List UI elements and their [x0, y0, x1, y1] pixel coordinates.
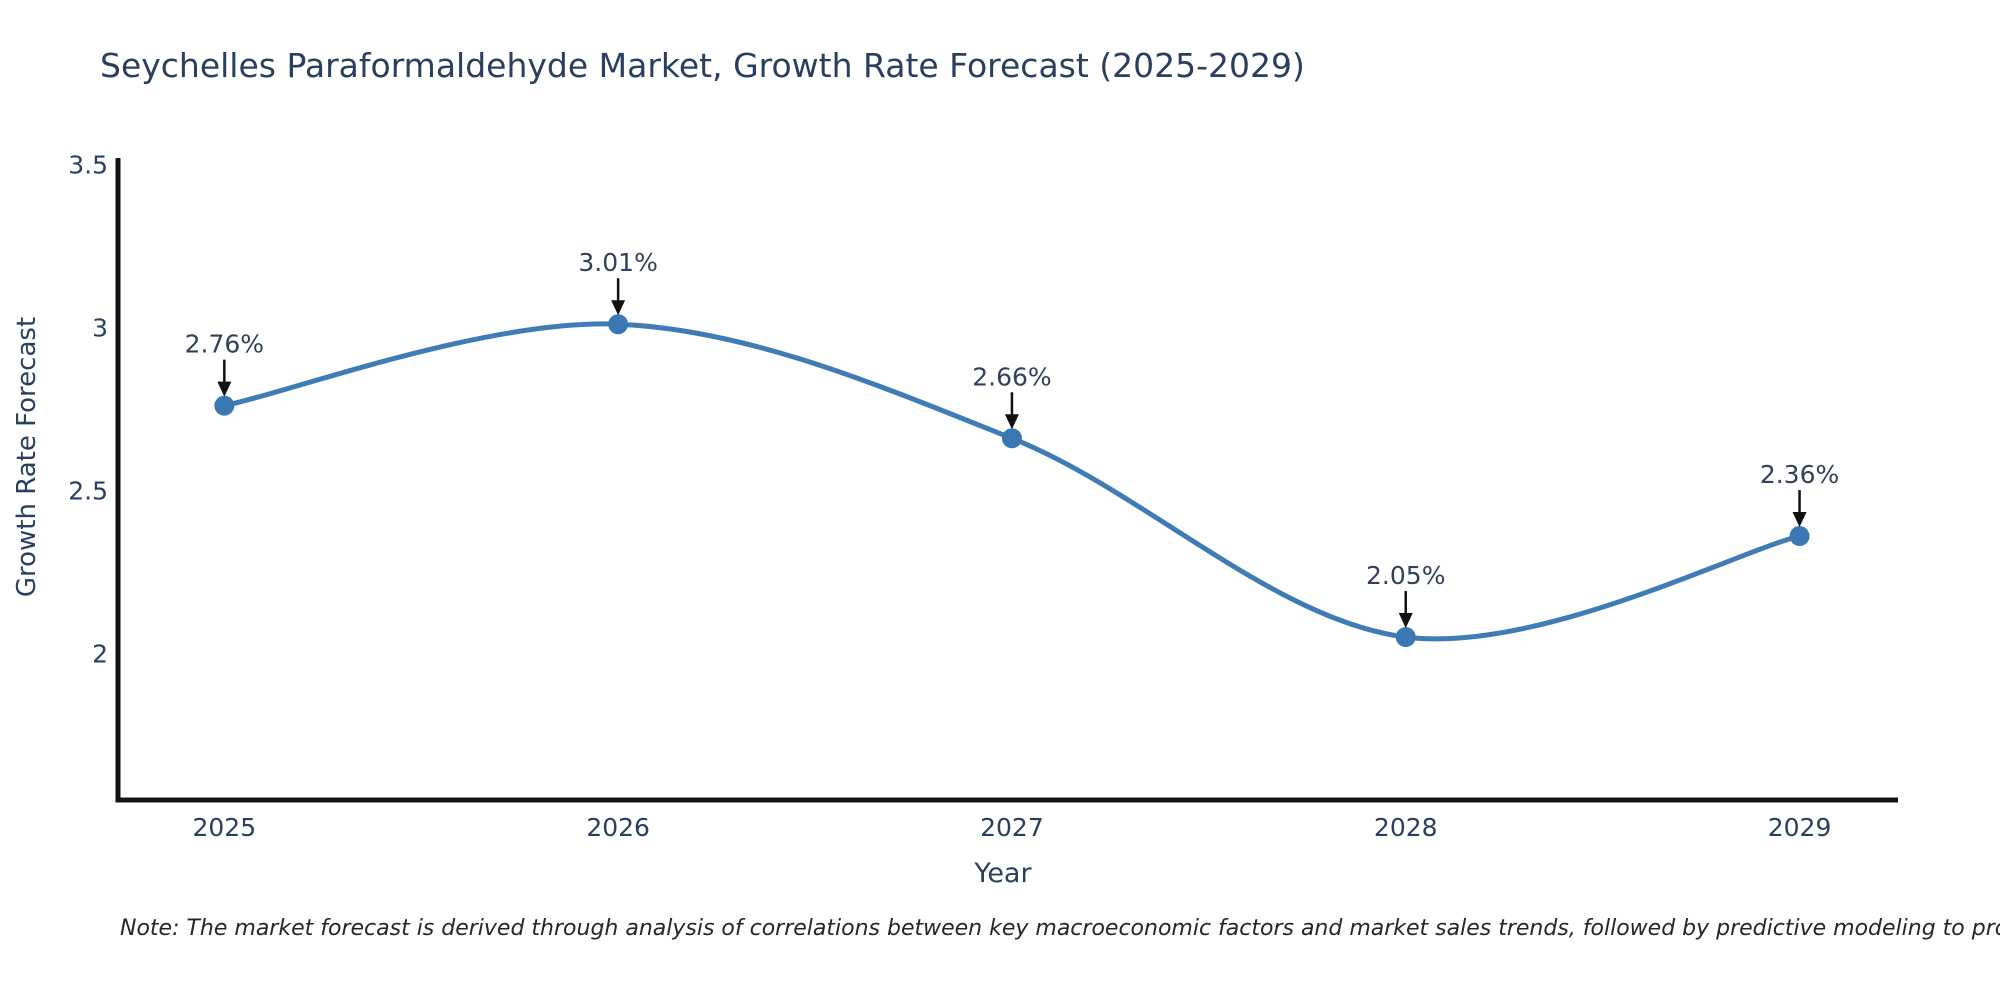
data-point-marker-2028 [1395, 627, 1416, 648]
x-tick-label-2029: 2029 [1768, 813, 1832, 842]
point-value-label-2026: 3.01% [578, 248, 657, 277]
x-tick-label-2028: 2028 [1374, 813, 1438, 842]
x-tick-label-2026: 2026 [586, 813, 650, 842]
point-value-label-2025: 2.76% [185, 330, 264, 359]
x-tick-label-2027: 2027 [980, 813, 1044, 842]
data-point-marker-2029 [1789, 526, 1810, 547]
data-point-marker-2025 [214, 395, 235, 416]
y-tick-label-3: 3 [92, 313, 108, 342]
annotation-arrow-head-2025 [217, 381, 232, 397]
x-axis-title: Year [974, 858, 1032, 889]
data-point-marker-2027 [1001, 428, 1022, 449]
point-value-label-2029: 2.36% [1760, 460, 1839, 489]
footnote: Note: The market forecast is derived thr… [120, 916, 2000, 941]
point-value-label-2027: 2.66% [972, 362, 1051, 391]
y-tick-label-3.5: 3.5 [68, 151, 108, 180]
annotation-arrow-head-2027 [1004, 414, 1019, 430]
chart-title: Seychelles Paraformaldehyde Market, Grow… [100, 46, 1305, 85]
annotation-arrow-head-2028 [1398, 613, 1413, 629]
point-value-label-2028: 2.05% [1366, 561, 1445, 590]
data-point-marker-2026 [608, 314, 629, 335]
annotation-arrow-head-2026 [611, 300, 626, 316]
y-tick-label-2: 2 [92, 639, 108, 668]
y-tick-label-2.5: 2.5 [68, 476, 108, 505]
x-tick-label-2025: 2025 [193, 813, 257, 842]
annotation-arrow-head-2029 [1792, 512, 1807, 528]
